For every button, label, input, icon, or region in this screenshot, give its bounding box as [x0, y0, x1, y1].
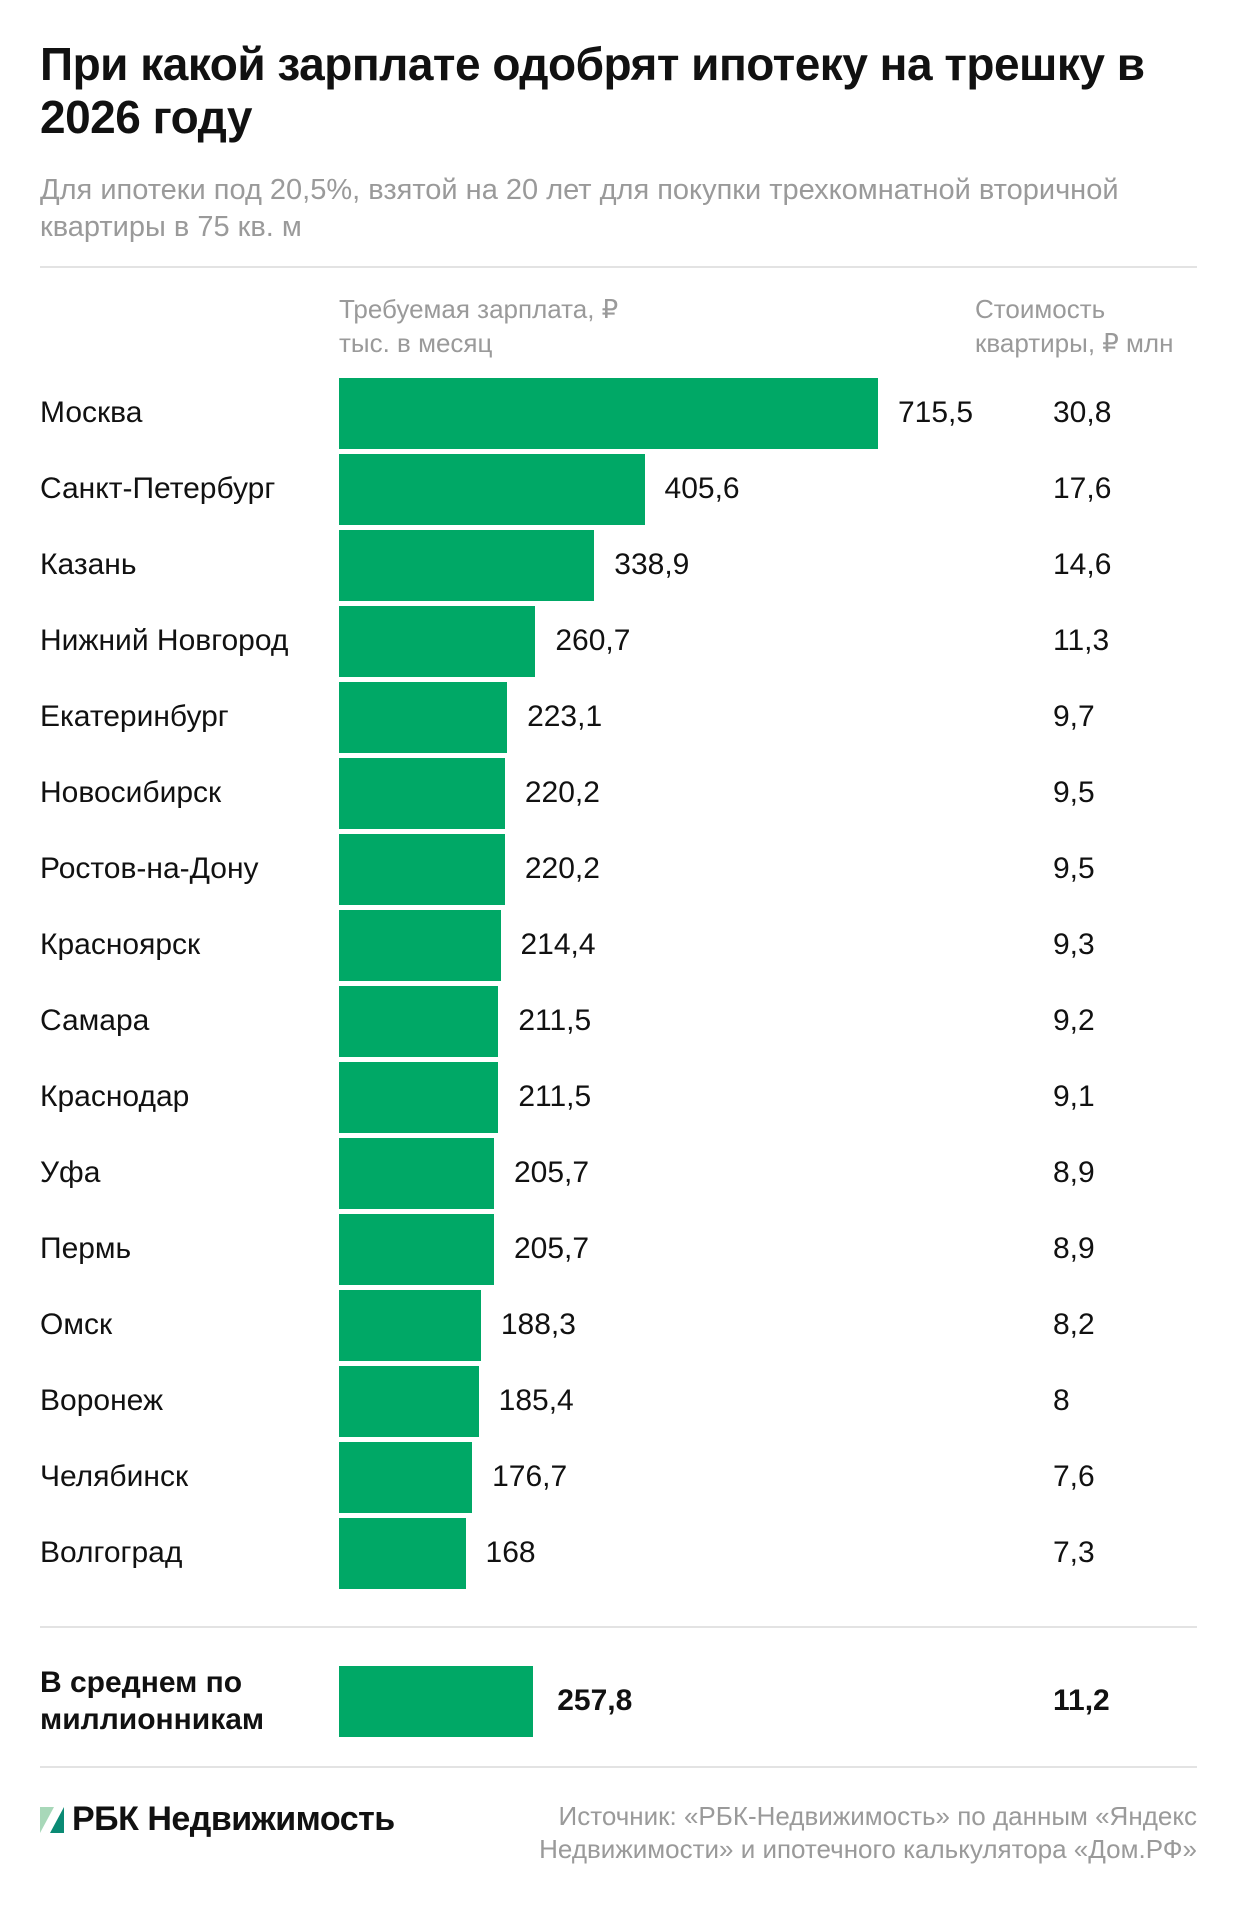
average-value-label: 257,8 [557, 1684, 633, 1717]
city-label: Волгоград [40, 1536, 183, 1569]
chart-title: При какой зарплате одобрят ипотеку на тр… [40, 38, 1145, 143]
city-label: Воронеж [40, 1384, 164, 1417]
bar [339, 1062, 499, 1133]
cost-value: 9,3 [1053, 928, 1095, 961]
cost-value: 7,6 [1053, 1460, 1095, 1493]
cost-value: 14,6 [1053, 548, 1112, 581]
logo: РБК Недвижимость [40, 1800, 395, 1839]
city-label: Краснодар [40, 1080, 190, 1113]
cost-value: 8 [1053, 1384, 1070, 1417]
city-label: Казань [40, 548, 137, 581]
bar [339, 1290, 481, 1361]
cost-value: 17,6 [1053, 472, 1112, 505]
cost-value: 30,8 [1053, 396, 1112, 429]
city-label: Челябинск [40, 1460, 189, 1493]
city-label: Красноярск [40, 928, 201, 961]
bar-value-label: 205,7 [513, 1156, 590, 1189]
bar-value-label: 211,5 [518, 1004, 592, 1037]
city-label: Екатеринбург [40, 700, 229, 733]
cost-column-header: Стоимость квартиры, ₽ млн [975, 294, 1174, 358]
logo-text: РБК Недвижимость [72, 1800, 395, 1838]
bar [339, 1366, 479, 1437]
bar-value-label: 338,9 [614, 548, 690, 581]
cost-value: 8,9 [1053, 1156, 1095, 1189]
divider [40, 266, 1197, 268]
bar [339, 758, 505, 829]
cost-value: 8,9 [1053, 1232, 1095, 1265]
bar [339, 986, 499, 1057]
bar-value-label: 223,1 [527, 700, 603, 733]
average-cost: 11,2 [1053, 1684, 1110, 1717]
bar [339, 530, 595, 601]
city-label: Самара [40, 1004, 150, 1037]
bar [339, 1442, 473, 1513]
bar [339, 1518, 466, 1589]
average-label: В среднем по миллионникам [40, 1666, 265, 1736]
cost-value: 7,3 [1053, 1536, 1095, 1569]
bar-value-label: 168 [485, 1536, 536, 1569]
city-label: Омск [40, 1308, 113, 1341]
bar-value-label: 188,3 [500, 1308, 576, 1341]
bar-value-label: 176,7 [492, 1460, 568, 1493]
cost-value: 9,5 [1053, 776, 1095, 809]
bar [339, 378, 878, 449]
city-label: Москва [40, 396, 143, 429]
city-label: Пермь [40, 1232, 132, 1265]
city-label: Санкт-Петербург [40, 472, 276, 505]
source-note: Источник: «РБК-Недвижимость» по данным «… [539, 1801, 1197, 1864]
city-label: Нижний Новгород [40, 624, 289, 657]
city-label: Ростов-на-Дону [40, 852, 259, 885]
bar [339, 682, 508, 753]
bar [339, 454, 645, 525]
bar-value-label: 260,7 [555, 624, 631, 657]
cost-value: 9,5 [1053, 852, 1095, 885]
bar-value-label: 214,4 [520, 928, 596, 961]
bar [339, 1214, 494, 1285]
bar [339, 834, 505, 905]
logo-icon [40, 1806, 64, 1833]
bar [339, 1138, 494, 1209]
bar [339, 606, 536, 677]
bar-value-label: 220,2 [524, 776, 600, 809]
average-bar [339, 1666, 534, 1737]
cost-value: 11,3 [1053, 624, 1110, 657]
cost-value: 9,2 [1053, 1004, 1095, 1037]
city-label: Новосибирск [40, 776, 222, 809]
bar-value-label: 715,5 [898, 396, 974, 429]
bar-value-label: 220,2 [524, 852, 600, 885]
divider [40, 1766, 1197, 1768]
cost-value: 9,1 [1053, 1080, 1095, 1113]
bar [339, 910, 501, 981]
cost-value: 8,2 [1053, 1308, 1095, 1341]
bar-value-label: 185,4 [498, 1384, 574, 1417]
divider [40, 1626, 1197, 1628]
salary-column-header: Требуемая зарплата, ₽ тыс. в месяц [339, 294, 619, 358]
bar-value-label: 211,5 [518, 1080, 592, 1113]
bar-value-label: 405,6 [664, 472, 740, 505]
cost-value: 9,7 [1053, 700, 1095, 733]
chart-subtitle: Для ипотеки под 20,5%, взятой на 20 лет … [40, 174, 1119, 243]
city-label: Уфа [40, 1156, 101, 1189]
bar-value-label: 205,7 [513, 1232, 590, 1265]
